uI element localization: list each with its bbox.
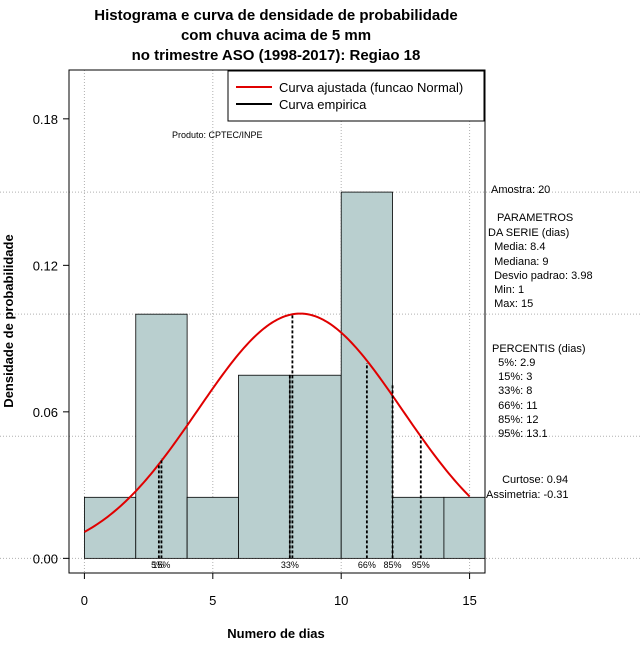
x-tick-label: 0 bbox=[81, 593, 88, 608]
histogram-bar-7 bbox=[443, 496, 485, 559]
y-tick-label: 0.18 bbox=[33, 112, 58, 127]
percentile-label-0: 5% bbox=[151, 560, 164, 570]
x-axis-title: Numero de dias bbox=[227, 626, 325, 641]
stats-line-8: PERCENTIS (dias) bbox=[492, 343, 586, 355]
stats-line-1: PARAMETROS bbox=[494, 212, 573, 224]
chart-title-line-1: Histograma e curva de densidade de proba… bbox=[94, 7, 457, 24]
histogram-bar-2 bbox=[186, 496, 239, 559]
stats-line-13: 85%: 12 bbox=[492, 414, 538, 426]
fitted-normal-curve bbox=[83, 312, 471, 533]
stats-line-12: 66%: 11 bbox=[492, 400, 538, 412]
x-tick-label: 10 bbox=[334, 593, 348, 608]
stats-line-3: Media: 8.4 bbox=[488, 241, 545, 253]
legend-label-empirical: Curva empirica bbox=[279, 97, 367, 112]
stats-line-0: Amostra: 20 bbox=[491, 184, 550, 196]
stats-line-16: Assimetria: -0.31 bbox=[486, 489, 569, 501]
legend: Curva ajustada (funcao Normal) Curva empi… bbox=[227, 70, 485, 122]
legend-box bbox=[227, 70, 485, 122]
y-tick-label: 0.00 bbox=[33, 551, 58, 566]
histogram-bar-5 bbox=[340, 191, 393, 559]
chart-title-line-3: no trimestre ASO (1998-2017): Regiao 18 bbox=[132, 47, 421, 64]
percentile-label-2: 33% bbox=[281, 560, 299, 570]
stats-line-6: Min: 1 bbox=[488, 284, 524, 296]
percentile-label-3: 66% bbox=[358, 560, 376, 570]
percentile-label-1: 15% bbox=[152, 560, 170, 570]
histogram-bars bbox=[84, 191, 485, 559]
stats-line-9: 5%: 2.9 bbox=[492, 357, 535, 369]
y-axis-title: Densidade de probabilidade bbox=[1, 234, 16, 407]
stats-line-14: 95%: 13.1 bbox=[492, 428, 548, 440]
stats-line-15: Curtose: 0.94 bbox=[496, 474, 568, 486]
x-tick-label: 5 bbox=[209, 593, 216, 608]
stats-line-4: Mediana: 9 bbox=[488, 256, 549, 268]
stats-line-2: DA SERIE (dias) bbox=[488, 227, 569, 239]
x-tick-label: 15 bbox=[462, 593, 476, 608]
y-tick-label: 0.06 bbox=[33, 405, 58, 420]
stats-line-5: Desvio padrao: 3.98 bbox=[488, 270, 593, 282]
histogram-bar-3 bbox=[238, 374, 291, 559]
histogram-bar-4 bbox=[289, 374, 342, 559]
percentile-label-5: 95% bbox=[412, 560, 430, 570]
percentile-label-4: 85% bbox=[384, 560, 402, 570]
stats-line-10: 15%: 3 bbox=[492, 371, 532, 383]
stats-line-7: Max: 15 bbox=[488, 298, 533, 310]
legend-label-fitted: Curva ajustada (funcao Normal) bbox=[279, 80, 463, 95]
plot-frame bbox=[68, 69, 486, 574]
chart-title-line-2: com chuva acima de 5 mm bbox=[181, 27, 371, 44]
y-tick-label: 0.12 bbox=[33, 258, 58, 273]
product-label: Produto: CPTEC/INPE bbox=[172, 130, 263, 140]
histogram-bar-6 bbox=[392, 496, 445, 559]
stats-line-11: 33%: 8 bbox=[492, 385, 532, 397]
